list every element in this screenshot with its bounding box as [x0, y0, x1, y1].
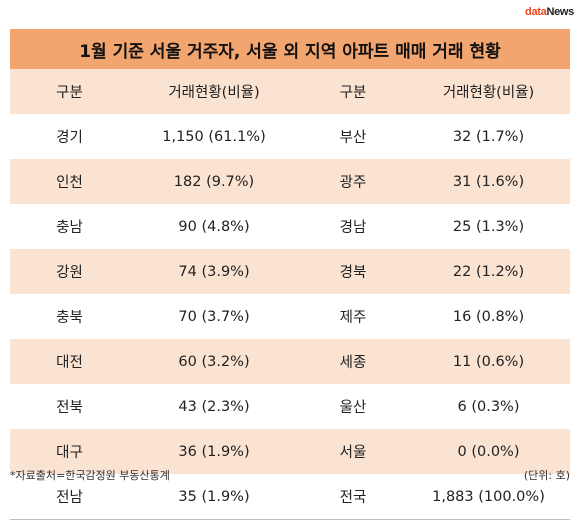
region-cell: 경북	[299, 249, 407, 294]
region-cell: 대구	[10, 429, 129, 474]
value-cell: 16 (0.8%)	[407, 294, 570, 339]
header-status-left: 거래현황(비율)	[129, 69, 299, 114]
table-row: 경기 1,150 (61.1%) 부산 32 (1.7%)	[10, 114, 570, 159]
logo-part-data: data	[525, 6, 547, 18]
value-cell: 182 (9.7%)	[129, 159, 299, 204]
region-cell: 세종	[299, 339, 407, 384]
value-cell: 43 (2.3%)	[129, 384, 299, 429]
table-row: 강원 74 (3.9%) 경북 22 (1.2%)	[10, 249, 570, 294]
value-cell: 11 (0.6%)	[407, 339, 570, 384]
logo-part-news: News	[546, 6, 574, 18]
region-cell: 울산	[299, 384, 407, 429]
value-cell: 31 (1.6%)	[407, 159, 570, 204]
region-cell: 전북	[10, 384, 129, 429]
region-cell: 부산	[299, 114, 407, 159]
region-cell: 충북	[10, 294, 129, 339]
table-row: 전북 43 (2.3%) 울산 6 (0.3%)	[10, 384, 570, 429]
header-region-left: 구분	[10, 69, 129, 114]
value-cell: 70 (3.7%)	[129, 294, 299, 339]
value-cell: 25 (1.3%)	[407, 204, 570, 249]
value-cell: 6 (0.3%)	[407, 384, 570, 429]
table-footer: *자료출처=한국감정원 부동산통계 (단위: 호)	[10, 467, 570, 483]
region-cell: 제주	[299, 294, 407, 339]
region-cell: 경남	[299, 204, 407, 249]
table-title: 1월 기준 서울 거주자, 서울 외 지역 아파트 매매 거래 현황	[10, 29, 570, 69]
region-cell: 광주	[299, 159, 407, 204]
value-cell: 22 (1.2%)	[407, 249, 570, 294]
table-header-row: 구분 거래현황(비율) 구분 거래현황(비율)	[10, 69, 570, 114]
table-row: 충남 90 (4.8%) 경남 25 (1.3%)	[10, 204, 570, 249]
header-status-right: 거래현황(비율)	[407, 69, 570, 114]
table-row: 대구 36 (1.9%) 서울 0 (0.0%)	[10, 429, 570, 474]
region-cell: 서울	[299, 429, 407, 474]
table-row: 인천 182 (9.7%) 광주 31 (1.6%)	[10, 159, 570, 204]
transaction-table: 구분 거래현황(비율) 구분 거래현황(비율) 경기 1,150 (61.1%)…	[10, 69, 570, 520]
region-cell: 경기	[10, 114, 129, 159]
value-cell: 90 (4.8%)	[129, 204, 299, 249]
region-cell: 대전	[10, 339, 129, 384]
table-row: 대전 60 (3.2%) 세종 11 (0.6%)	[10, 339, 570, 384]
region-cell: 인천	[10, 159, 129, 204]
unit-note: (단위: 호)	[523, 469, 570, 482]
value-cell: 36 (1.9%)	[129, 429, 299, 474]
value-cell: 74 (3.9%)	[129, 249, 299, 294]
table-row: 충북 70 (3.7%) 제주 16 (0.8%)	[10, 294, 570, 339]
datanews-logo: data News	[525, 6, 574, 22]
region-cell: 강원	[10, 249, 129, 294]
source-note: *자료출처=한국감정원 부동산통계	[10, 469, 170, 482]
value-cell: 1,150 (61.1%)	[129, 114, 299, 159]
value-cell: 32 (1.7%)	[407, 114, 570, 159]
region-cell: 충남	[10, 204, 129, 249]
value-cell: 60 (3.2%)	[129, 339, 299, 384]
value-cell: 0 (0.0%)	[407, 429, 570, 474]
header-region-right: 구분	[299, 69, 407, 114]
